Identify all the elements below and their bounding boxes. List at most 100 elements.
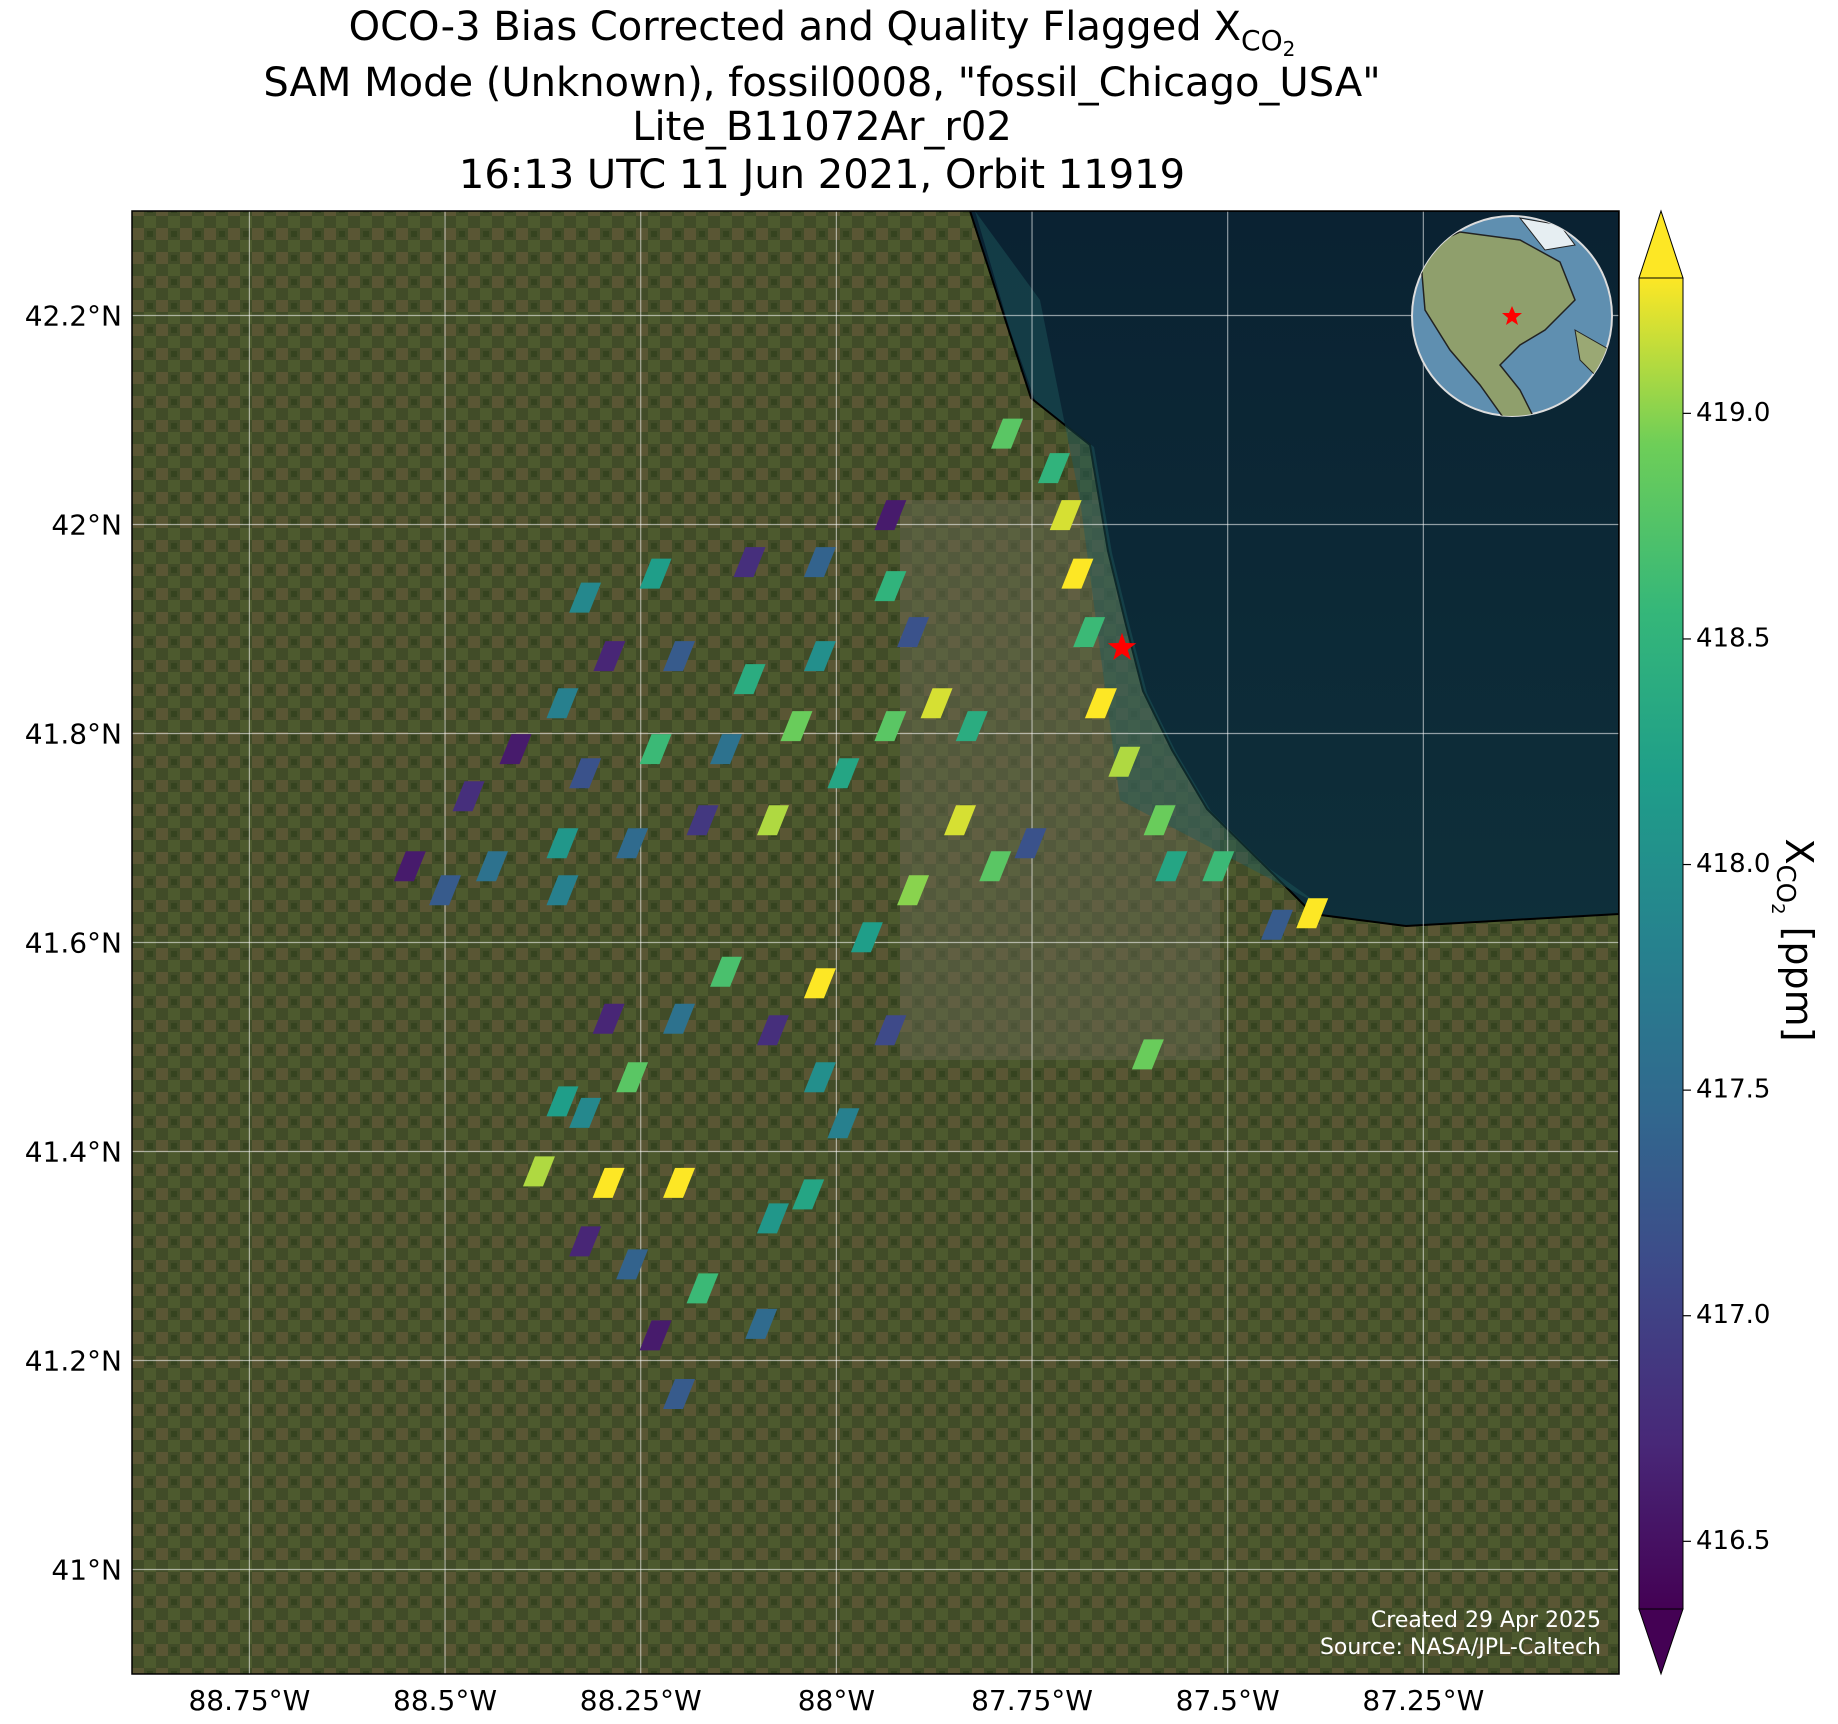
sounding-cell [593, 641, 626, 672]
sounding-cell [663, 641, 696, 672]
sounding-cell [616, 1062, 649, 1093]
sounding-cell [569, 758, 602, 789]
sounding-cell [979, 851, 1012, 882]
credit: Created 29 Apr 2025 [1371, 1608, 1601, 1633]
sounding-cell [1202, 851, 1235, 882]
sounding-cell [1143, 805, 1176, 836]
globe-inset [1411, 215, 1613, 417]
grid [132, 211, 1619, 1674]
sounding-cell [499, 734, 532, 765]
colorbar-tick-label: 419.0 [1696, 398, 1770, 428]
colorbar: 416.5 417.0 417.5 418.0 418.5 419.0 [1638, 209, 1770, 1676]
sounding-cell [733, 547, 766, 578]
title-line: 16:13 UTC 11 Jun 2021, Orbit 11919 [459, 152, 1185, 198]
sounding-cell [546, 688, 579, 719]
y-tick-label: 41°N [51, 1554, 122, 1587]
y-tick-label: 41.2°N [25, 1345, 122, 1378]
sounding-cell [944, 805, 977, 836]
sounding-cell [393, 851, 426, 882]
sounding-cell [792, 1179, 825, 1210]
x-tick-label: 87.5°W [1176, 1684, 1280, 1717]
sounding-cell [1061, 558, 1094, 589]
sounding-cell [1155, 851, 1188, 882]
sounding-cell [803, 641, 836, 672]
sounding-cell [546, 828, 579, 859]
sounding-cell [1260, 909, 1293, 940]
site-marker [1107, 632, 1137, 660]
shore-water [975, 211, 1320, 905]
sounding-cell [897, 617, 930, 648]
y-tick-label: 41.4°N [25, 1136, 122, 1169]
sounding-cell [874, 711, 907, 742]
sounding-cell [874, 1015, 907, 1046]
sounding-cell [663, 1378, 696, 1409]
colorbar-tick-label: 417.0 [1696, 1300, 1770, 1330]
y-tick-label: 41.6°N [25, 927, 122, 960]
colorbar-extend-top [1638, 209, 1684, 279]
sounding-cell [429, 875, 462, 906]
sounding-cell [710, 734, 743, 765]
sounding-cell [756, 805, 789, 836]
sounding-cell [546, 875, 579, 906]
colorbar-frame [1638, 277, 1684, 1610]
sounding-cell [803, 1062, 836, 1093]
sounding-cell [1084, 688, 1117, 719]
sounding-cell [569, 1097, 602, 1128]
sounding-cell [955, 711, 988, 742]
globe-ice [1518, 217, 1576, 251]
colorbar-tick-label: 416.5 [1696, 1526, 1770, 1556]
sounding-cell [1037, 453, 1070, 484]
sounding-cell [803, 968, 836, 999]
colorbar-gradient [1639, 278, 1683, 1609]
sounding-cell [663, 1167, 696, 1198]
globe-site-star [1502, 306, 1522, 325]
sounding-cell [1049, 500, 1082, 531]
title-line: OCO-3 Bias Corrected and Quality Flagged… [349, 4, 1296, 61]
sounding-cell [663, 1003, 696, 1034]
sounding-cell [1073, 617, 1106, 648]
soundings [393, 418, 1329, 1409]
colorbar-symbol: X [1777, 838, 1821, 864]
sounding-cell [850, 922, 883, 953]
sounding-cell [897, 875, 930, 906]
colorbar-tick-label: 417.5 [1696, 1075, 1770, 1105]
colorbar-tick-label: 418.0 [1696, 849, 1770, 879]
sounding-cell [592, 1003, 625, 1034]
axis-ticks: 88.75°W 88.5°W 88.25°W 88°W 87.75°W 87.5°W 87.… [25, 300, 1485, 1718]
x-tick-label: 88.5°W [393, 1684, 497, 1717]
colorbar-label: XCO2 [ppm] [1767, 838, 1821, 1041]
sounding-cell [616, 1249, 649, 1280]
sounding-cell [990, 418, 1023, 449]
sounding-cell [745, 1308, 778, 1339]
sounding-cell [874, 500, 907, 531]
x-tick-label: 88.75°W [188, 1684, 310, 1717]
sounding-cell [452, 781, 485, 812]
sounding-cell [920, 688, 953, 719]
y-tick-label: 42.2°N [25, 300, 122, 333]
overlay [1107, 632, 1137, 660]
colorbar-unit: [ppm] [1777, 927, 1821, 1042]
sounding-cell [569, 1226, 602, 1257]
sounding-cell [616, 828, 649, 859]
sounding-cell [639, 734, 672, 765]
globe-land [1419, 231, 1576, 416]
y-tick-label: 41.8°N [25, 718, 122, 751]
sounding-cell [522, 1156, 555, 1187]
sounding-cell [803, 547, 836, 578]
sounding-cell [874, 571, 907, 602]
sounding-cell [592, 1167, 625, 1198]
sounding-cell [756, 1015, 789, 1046]
sounding-cell [639, 558, 672, 589]
sounding-cell [476, 851, 509, 882]
x-tick-label: 88.25°W [580, 1684, 702, 1717]
title-line: SAM Mode (Unknown), fossil0008, "fossil_… [263, 60, 1380, 106]
title-line: Lite_B11072Ar_r02 [632, 104, 1012, 150]
map-frame [131, 210, 1620, 1675]
sounding-cell [756, 1203, 789, 1234]
title-text: OCO-3 Bias Corrected and Quality Flagged [349, 4, 1202, 50]
sounding-cell [1108, 746, 1141, 777]
sounding-cell [827, 758, 860, 789]
x-tick-label: 88°W [798, 1684, 875, 1717]
sounding-cell [1014, 828, 1047, 859]
title-symbol: X [1214, 4, 1241, 50]
